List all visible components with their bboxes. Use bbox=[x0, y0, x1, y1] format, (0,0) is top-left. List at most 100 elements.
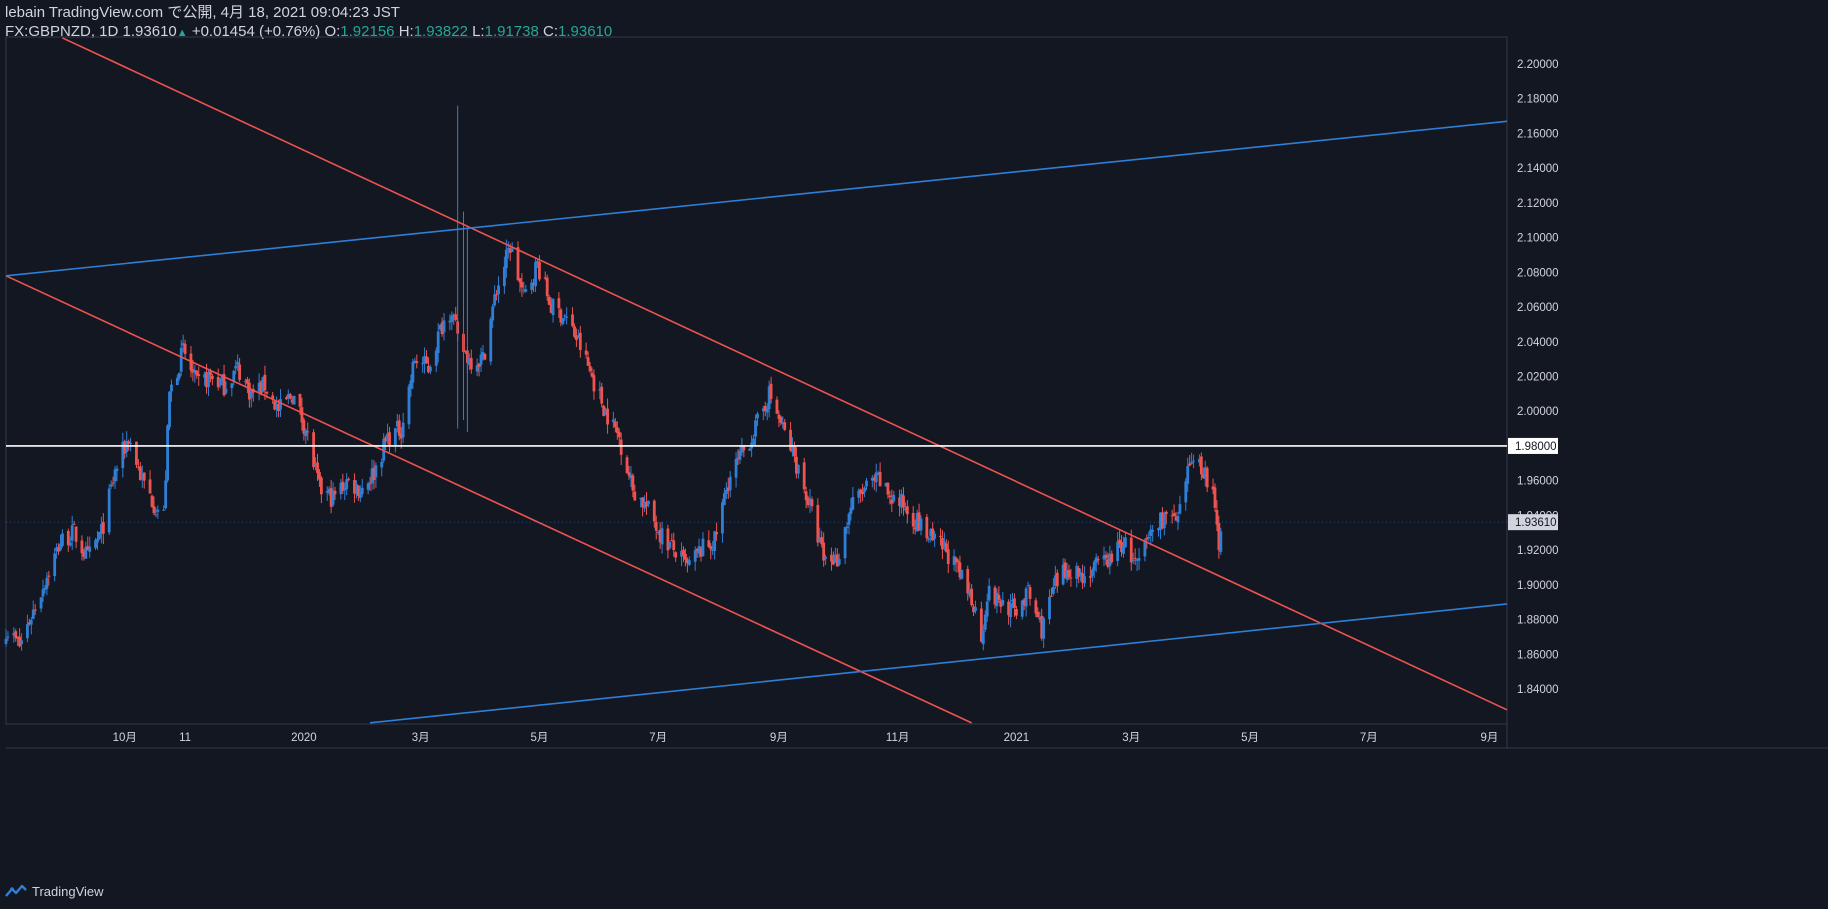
candle bbox=[872, 474, 876, 490]
candle bbox=[195, 369, 199, 379]
trendline-red-1[interactable] bbox=[5, 275, 972, 724]
candle bbox=[382, 433, 386, 464]
candle bbox=[584, 342, 588, 359]
low-label: L: bbox=[472, 23, 485, 40]
candle bbox=[497, 276, 500, 303]
y-tick-label: 2.00000 bbox=[1517, 406, 1559, 418]
candle bbox=[985, 593, 989, 623]
candle bbox=[606, 398, 609, 434]
candle bbox=[53, 548, 57, 582]
candle bbox=[152, 496, 156, 516]
candle bbox=[1015, 605, 1018, 620]
candle bbox=[1083, 566, 1086, 588]
x-tick-label: 5月 bbox=[1241, 732, 1259, 744]
candle bbox=[933, 530, 937, 548]
candle bbox=[1042, 616, 1046, 649]
close-label: C: bbox=[543, 23, 559, 40]
candle bbox=[791, 437, 794, 457]
price-axis[interactable]: 2.20000 2.18000 2.16000 2.14000 2.12000 2.100… bbox=[1508, 59, 1559, 696]
candle bbox=[61, 529, 64, 548]
candle bbox=[339, 478, 343, 500]
candle bbox=[197, 366, 201, 386]
candle bbox=[1026, 581, 1030, 588]
candle bbox=[368, 476, 372, 492]
candle bbox=[436, 322, 440, 363]
candle bbox=[543, 271, 547, 281]
candle bbox=[684, 548, 687, 567]
candle bbox=[55, 543, 59, 559]
candle bbox=[45, 572, 49, 596]
candle bbox=[956, 558, 960, 573]
candle bbox=[520, 273, 524, 297]
candle bbox=[888, 490, 892, 505]
candle bbox=[427, 357, 430, 374]
candle bbox=[682, 546, 685, 563]
candle bbox=[271, 392, 275, 404]
candle bbox=[179, 339, 183, 377]
price-change: +0.01454 (+0.76%) bbox=[191, 23, 321, 40]
open-label: O: bbox=[324, 23, 341, 40]
candle bbox=[448, 314, 452, 331]
candle bbox=[974, 600, 977, 614]
x-tick-label: 10月 bbox=[113, 732, 137, 744]
candle bbox=[532, 278, 535, 293]
high-label: H: bbox=[398, 23, 414, 40]
candle bbox=[415, 354, 419, 369]
trendlines[interactable] bbox=[5, 37, 1508, 724]
candle bbox=[530, 279, 534, 295]
x-tick-label: 2021 bbox=[1004, 732, 1030, 744]
candle bbox=[464, 350, 467, 355]
candle bbox=[960, 569, 964, 580]
candle bbox=[845, 522, 849, 534]
candle bbox=[857, 488, 861, 504]
y-tick-label: 2.16000 bbox=[1517, 128, 1559, 140]
candle bbox=[1034, 597, 1038, 618]
candle bbox=[1135, 558, 1139, 571]
candle bbox=[769, 376, 773, 404]
footer-brand: TradingView bbox=[32, 883, 104, 899]
candle bbox=[409, 374, 413, 397]
candle bbox=[1081, 564, 1084, 590]
candle bbox=[388, 426, 391, 453]
candle bbox=[551, 297, 555, 323]
candle bbox=[353, 473, 356, 503]
candle bbox=[238, 358, 242, 383]
x-tick-label: 2020 bbox=[291, 732, 317, 744]
candle bbox=[261, 376, 265, 393]
candle bbox=[489, 316, 493, 366]
candle bbox=[884, 482, 888, 487]
candle bbox=[384, 435, 388, 450]
candle bbox=[312, 429, 315, 470]
hline-price-tag: 1.98000 bbox=[1508, 437, 1558, 454]
open-value: 1.92156 bbox=[340, 23, 395, 40]
candle bbox=[380, 458, 384, 477]
candle bbox=[1110, 550, 1114, 564]
candle bbox=[1050, 587, 1053, 597]
candle bbox=[697, 538, 701, 558]
candle bbox=[534, 257, 537, 293]
time-axis[interactable]: 10月 11 2020 3月 5月 7月 9月 11月 2021 3月 5月 7月 9月 bbox=[113, 732, 1499, 744]
candle bbox=[1129, 529, 1133, 571]
trendline-red-2[interactable] bbox=[62, 37, 1508, 711]
candle bbox=[793, 441, 796, 463]
candle bbox=[972, 603, 975, 617]
candle bbox=[467, 353, 471, 371]
candle bbox=[372, 460, 376, 490]
candle bbox=[874, 463, 878, 493]
y-tick-label: 2.12000 bbox=[1517, 198, 1559, 210]
candle bbox=[524, 284, 528, 293]
candle bbox=[438, 324, 442, 332]
candle bbox=[246, 376, 249, 394]
candle bbox=[393, 427, 397, 453]
up-arrow-icon: ▲ bbox=[176, 27, 188, 39]
candle bbox=[1075, 562, 1079, 588]
horizontal-line[interactable] bbox=[6, 445, 1507, 523]
candle bbox=[1151, 525, 1155, 542]
candle bbox=[613, 417, 617, 433]
trendline-blue-3[interactable] bbox=[5, 120, 1508, 277]
trendline-blue-4[interactable] bbox=[369, 603, 1508, 724]
candle bbox=[1092, 559, 1096, 578]
candle bbox=[795, 447, 798, 479]
candle bbox=[905, 500, 909, 524]
